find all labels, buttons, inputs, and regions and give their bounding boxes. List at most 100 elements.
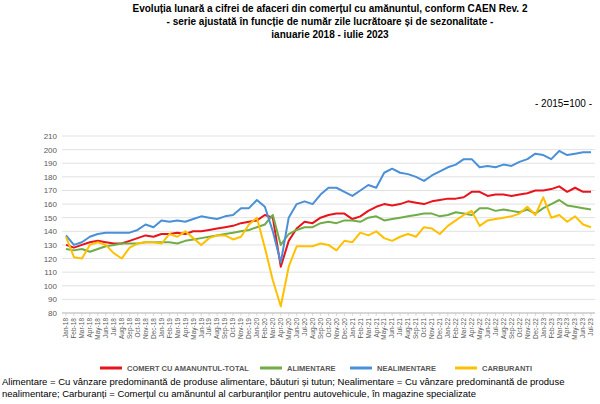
x-tick	[416, 313, 417, 316]
x-tick	[535, 313, 536, 316]
x-tick	[344, 313, 345, 316]
x-tick	[591, 313, 592, 316]
grid-line	[62, 258, 595, 259]
x-tick-label: Feb-23	[548, 318, 555, 339]
x-tick	[487, 313, 488, 316]
x-tick-label: Jul-22	[492, 318, 499, 336]
x-tick	[312, 313, 313, 316]
x-tick-label: Sep-19	[221, 318, 229, 339]
x-tick-label: Nov-20	[333, 318, 340, 339]
x-tick	[423, 313, 424, 316]
x-tick-label: Jan-20	[253, 318, 260, 338]
subtitle: - 2015=100 -	[535, 98, 592, 109]
x-tick	[336, 313, 337, 316]
x-tick-label: Aug-19	[213, 318, 221, 339]
legend-swatch	[350, 367, 372, 370]
x-tick	[272, 313, 273, 316]
x-tick-label: Feb-19	[166, 318, 173, 339]
x-tick	[495, 313, 496, 316]
y-tick-label: 170	[44, 186, 58, 195]
x-tick	[583, 313, 584, 316]
y-tick-label: 190	[44, 159, 58, 168]
y-tick-label: 160	[44, 200, 58, 209]
x-tick-label: Nov-18	[142, 318, 149, 339]
x-tick-label: Oct-18	[134, 318, 141, 338]
legend-label: ALIMENTARE	[287, 364, 336, 373]
x-tick-label: May-19	[190, 318, 198, 340]
x-tick-label: Sep-18	[126, 318, 134, 339]
legend-label: NEALIMENTARE	[377, 364, 436, 373]
x-tick	[503, 313, 504, 316]
grid-line	[62, 136, 595, 137]
y-tick-label: 200	[44, 146, 58, 155]
x-tick-label: Apr-22	[468, 318, 476, 338]
x-tick	[280, 313, 281, 316]
x-tick	[256, 313, 257, 316]
x-tick	[384, 313, 385, 316]
x-tick-label: Jul-23	[587, 318, 594, 336]
x-tick-label: Dec-19	[245, 318, 252, 339]
x-tick	[471, 313, 472, 316]
legend-label: CARBURANTI	[482, 364, 532, 373]
x-tick	[559, 313, 560, 316]
x-tick-label: Jan-22	[444, 318, 451, 338]
x-tick-label: Mar-22	[460, 318, 467, 339]
x-tick	[328, 313, 329, 316]
x-tick	[233, 313, 234, 316]
x-tick-label: Mar-19	[174, 318, 181, 339]
x-tick	[177, 313, 178, 316]
grid-line	[62, 217, 595, 218]
x-tick-label: May-18	[94, 318, 102, 340]
x-tick	[551, 313, 552, 316]
y-tick-label: 140	[44, 227, 58, 236]
x-tick-label: Dec-22	[532, 318, 539, 339]
grid-line	[62, 149, 595, 150]
x-tick	[304, 313, 305, 316]
x-tick	[121, 313, 122, 316]
x-tick-label: May-22	[476, 318, 484, 340]
y-tick-label: 90	[48, 295, 57, 304]
title: - serie ajustată în funcție de număr zil…	[167, 16, 494, 27]
x-tick	[145, 313, 146, 316]
grid-line	[62, 299, 595, 300]
x-tick-label: Jan-21	[349, 318, 356, 338]
x-tick-label: Jun-18	[102, 318, 109, 338]
x-tick-label: Sep-21	[412, 318, 420, 339]
x-tick	[431, 313, 432, 316]
x-tick	[479, 313, 480, 316]
x-tick-label: Apr-19	[182, 318, 190, 338]
x-tick	[439, 313, 440, 316]
x-tick	[567, 313, 568, 316]
x-tick	[97, 313, 98, 316]
x-tick-label: Aug-18	[118, 318, 126, 339]
x-tick	[408, 313, 409, 316]
x-tick	[352, 313, 353, 316]
x-tick-label: Aug-20	[309, 318, 317, 339]
x-tick-label: Jan-19	[158, 318, 165, 338]
x-tick-label: Jun-20	[293, 318, 300, 338]
x-tick-label: Dec-20	[341, 318, 348, 339]
x-tick-label: Feb-22	[452, 318, 459, 339]
x-tick-label: Jan-23	[540, 318, 547, 338]
x-tick-label: Apr-20	[277, 318, 285, 338]
x-tick-label: Dec-21	[436, 318, 443, 339]
x-tick	[288, 313, 289, 316]
legend-swatch	[100, 367, 122, 370]
title: ianuarie 2018 - iulie 2023	[271, 29, 389, 40]
legend-swatch	[260, 367, 282, 370]
x-tick-label: Feb-20	[261, 318, 268, 339]
x-tick-label: Apr-23	[563, 318, 571, 338]
x-tick	[129, 313, 130, 316]
x-tick-label: Jul-19	[205, 318, 212, 336]
x-tick	[575, 313, 576, 316]
y-tick-label: 180	[44, 173, 58, 182]
x-tick-label: Oct-20	[325, 318, 332, 338]
x-tick-label: Apr-18	[86, 318, 94, 338]
x-tick	[240, 313, 241, 316]
x-tick-label: Jan-18	[62, 318, 69, 338]
x-tick	[161, 313, 162, 316]
x-tick	[169, 313, 170, 316]
y-tick-label: 150	[44, 214, 58, 223]
x-tick-label: Aug-21	[404, 318, 412, 339]
x-tick-label: Oct-19	[229, 318, 236, 338]
